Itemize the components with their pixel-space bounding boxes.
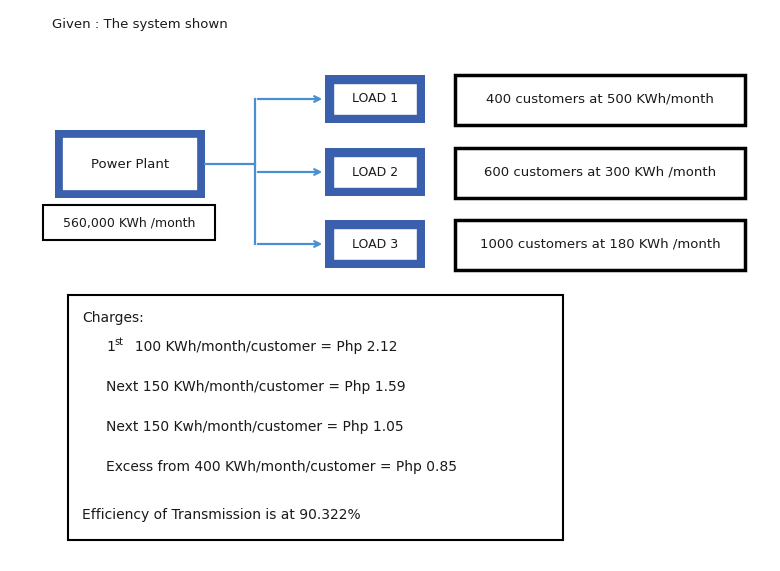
- Bar: [455, 220, 745, 270]
- Bar: [43, 205, 215, 240]
- Text: 1000 customers at 180 KWh /month: 1000 customers at 180 KWh /month: [480, 238, 720, 251]
- Text: Power Plant: Power Plant: [91, 158, 169, 171]
- Text: Next 150 KWh/month/customer = Php 1.59: Next 150 KWh/month/customer = Php 1.59: [106, 380, 406, 394]
- Text: 560,000 KWh /month: 560,000 KWh /month: [63, 216, 195, 229]
- Bar: [62, 137, 198, 191]
- Text: LOAD 3: LOAD 3: [352, 238, 398, 251]
- Bar: [455, 148, 745, 198]
- Text: LOAD 2: LOAD 2: [352, 166, 398, 179]
- Text: st: st: [114, 337, 123, 347]
- Text: LOAD 1: LOAD 1: [352, 93, 398, 106]
- Text: 400 customers at 500 KWh/month: 400 customers at 500 KWh/month: [486, 93, 714, 106]
- Bar: [333, 83, 417, 115]
- Text: Given : The system shown: Given : The system shown: [52, 18, 228, 31]
- Text: 600 customers at 300 KWh /month: 600 customers at 300 KWh /month: [484, 166, 716, 179]
- Text: Charges:: Charges:: [82, 311, 144, 325]
- Bar: [325, 148, 425, 196]
- Text: 1: 1: [106, 340, 115, 354]
- Text: Next 150 Kwh/month/customer = Php 1.05: Next 150 Kwh/month/customer = Php 1.05: [106, 420, 403, 434]
- Bar: [325, 220, 425, 268]
- Text: 100 KWh/month/customer = Php 2.12: 100 KWh/month/customer = Php 2.12: [126, 340, 398, 354]
- Bar: [325, 75, 425, 123]
- Bar: [455, 75, 745, 125]
- Text: Efficiency of Transmission is at 90.322%: Efficiency of Transmission is at 90.322%: [82, 508, 360, 522]
- Bar: [333, 228, 417, 260]
- Bar: [55, 130, 205, 198]
- Text: Excess from 400 KWh/month/customer = Php 0.85: Excess from 400 KWh/month/customer = Php…: [106, 460, 457, 474]
- Bar: [333, 156, 417, 188]
- Bar: [68, 295, 563, 540]
